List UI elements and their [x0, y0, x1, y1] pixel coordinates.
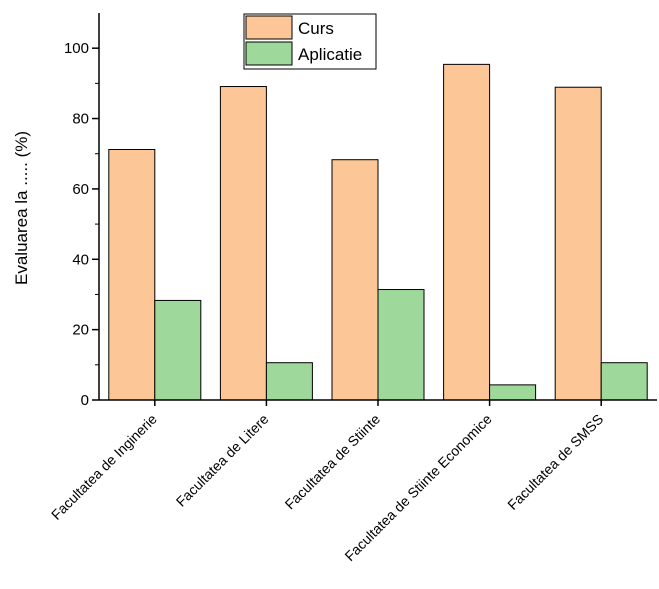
legend-swatch-curs	[245, 15, 293, 40]
y-tick-label: 40	[72, 251, 89, 268]
x-category-label: Facultatea de Litere	[173, 411, 272, 510]
bars-group	[108, 63, 648, 401]
x-category-label: Facultatea de Stiinte	[282, 411, 384, 513]
bar-aplicatie-1	[154, 299, 202, 401]
bar-aplicatie-2	[265, 362, 313, 401]
y-tick-label: 60	[72, 181, 89, 198]
bar-aplicatie-5	[600, 362, 648, 401]
bar-curs-1	[108, 149, 156, 401]
y-axis-title: Evaluarea la ..... (%)	[12, 131, 31, 285]
x-category-label: Facultatea de Inginerie	[48, 411, 160, 523]
y-tick-label: 0	[81, 392, 89, 409]
bar-curs-3	[331, 159, 379, 401]
y-tick-label: 20	[72, 322, 89, 339]
bar-aplicatie-4	[489, 384, 537, 401]
y-tick-label: 80	[72, 111, 89, 128]
legend-label-aplicatie: Aplicatie	[298, 45, 362, 64]
x-category-label: Facultatea de SMSS	[504, 411, 606, 513]
bar-aplicatie-3	[377, 289, 425, 401]
bar-curs-4	[443, 63, 491, 401]
y-tick-label: 100	[64, 40, 89, 57]
legend-label-curs: Curs	[298, 19, 334, 38]
bar-curs-2	[219, 86, 267, 401]
legend: Curs Aplicatie	[243, 13, 377, 70]
legend-swatch-aplicatie	[245, 41, 293, 66]
bar-curs-5	[554, 86, 602, 401]
